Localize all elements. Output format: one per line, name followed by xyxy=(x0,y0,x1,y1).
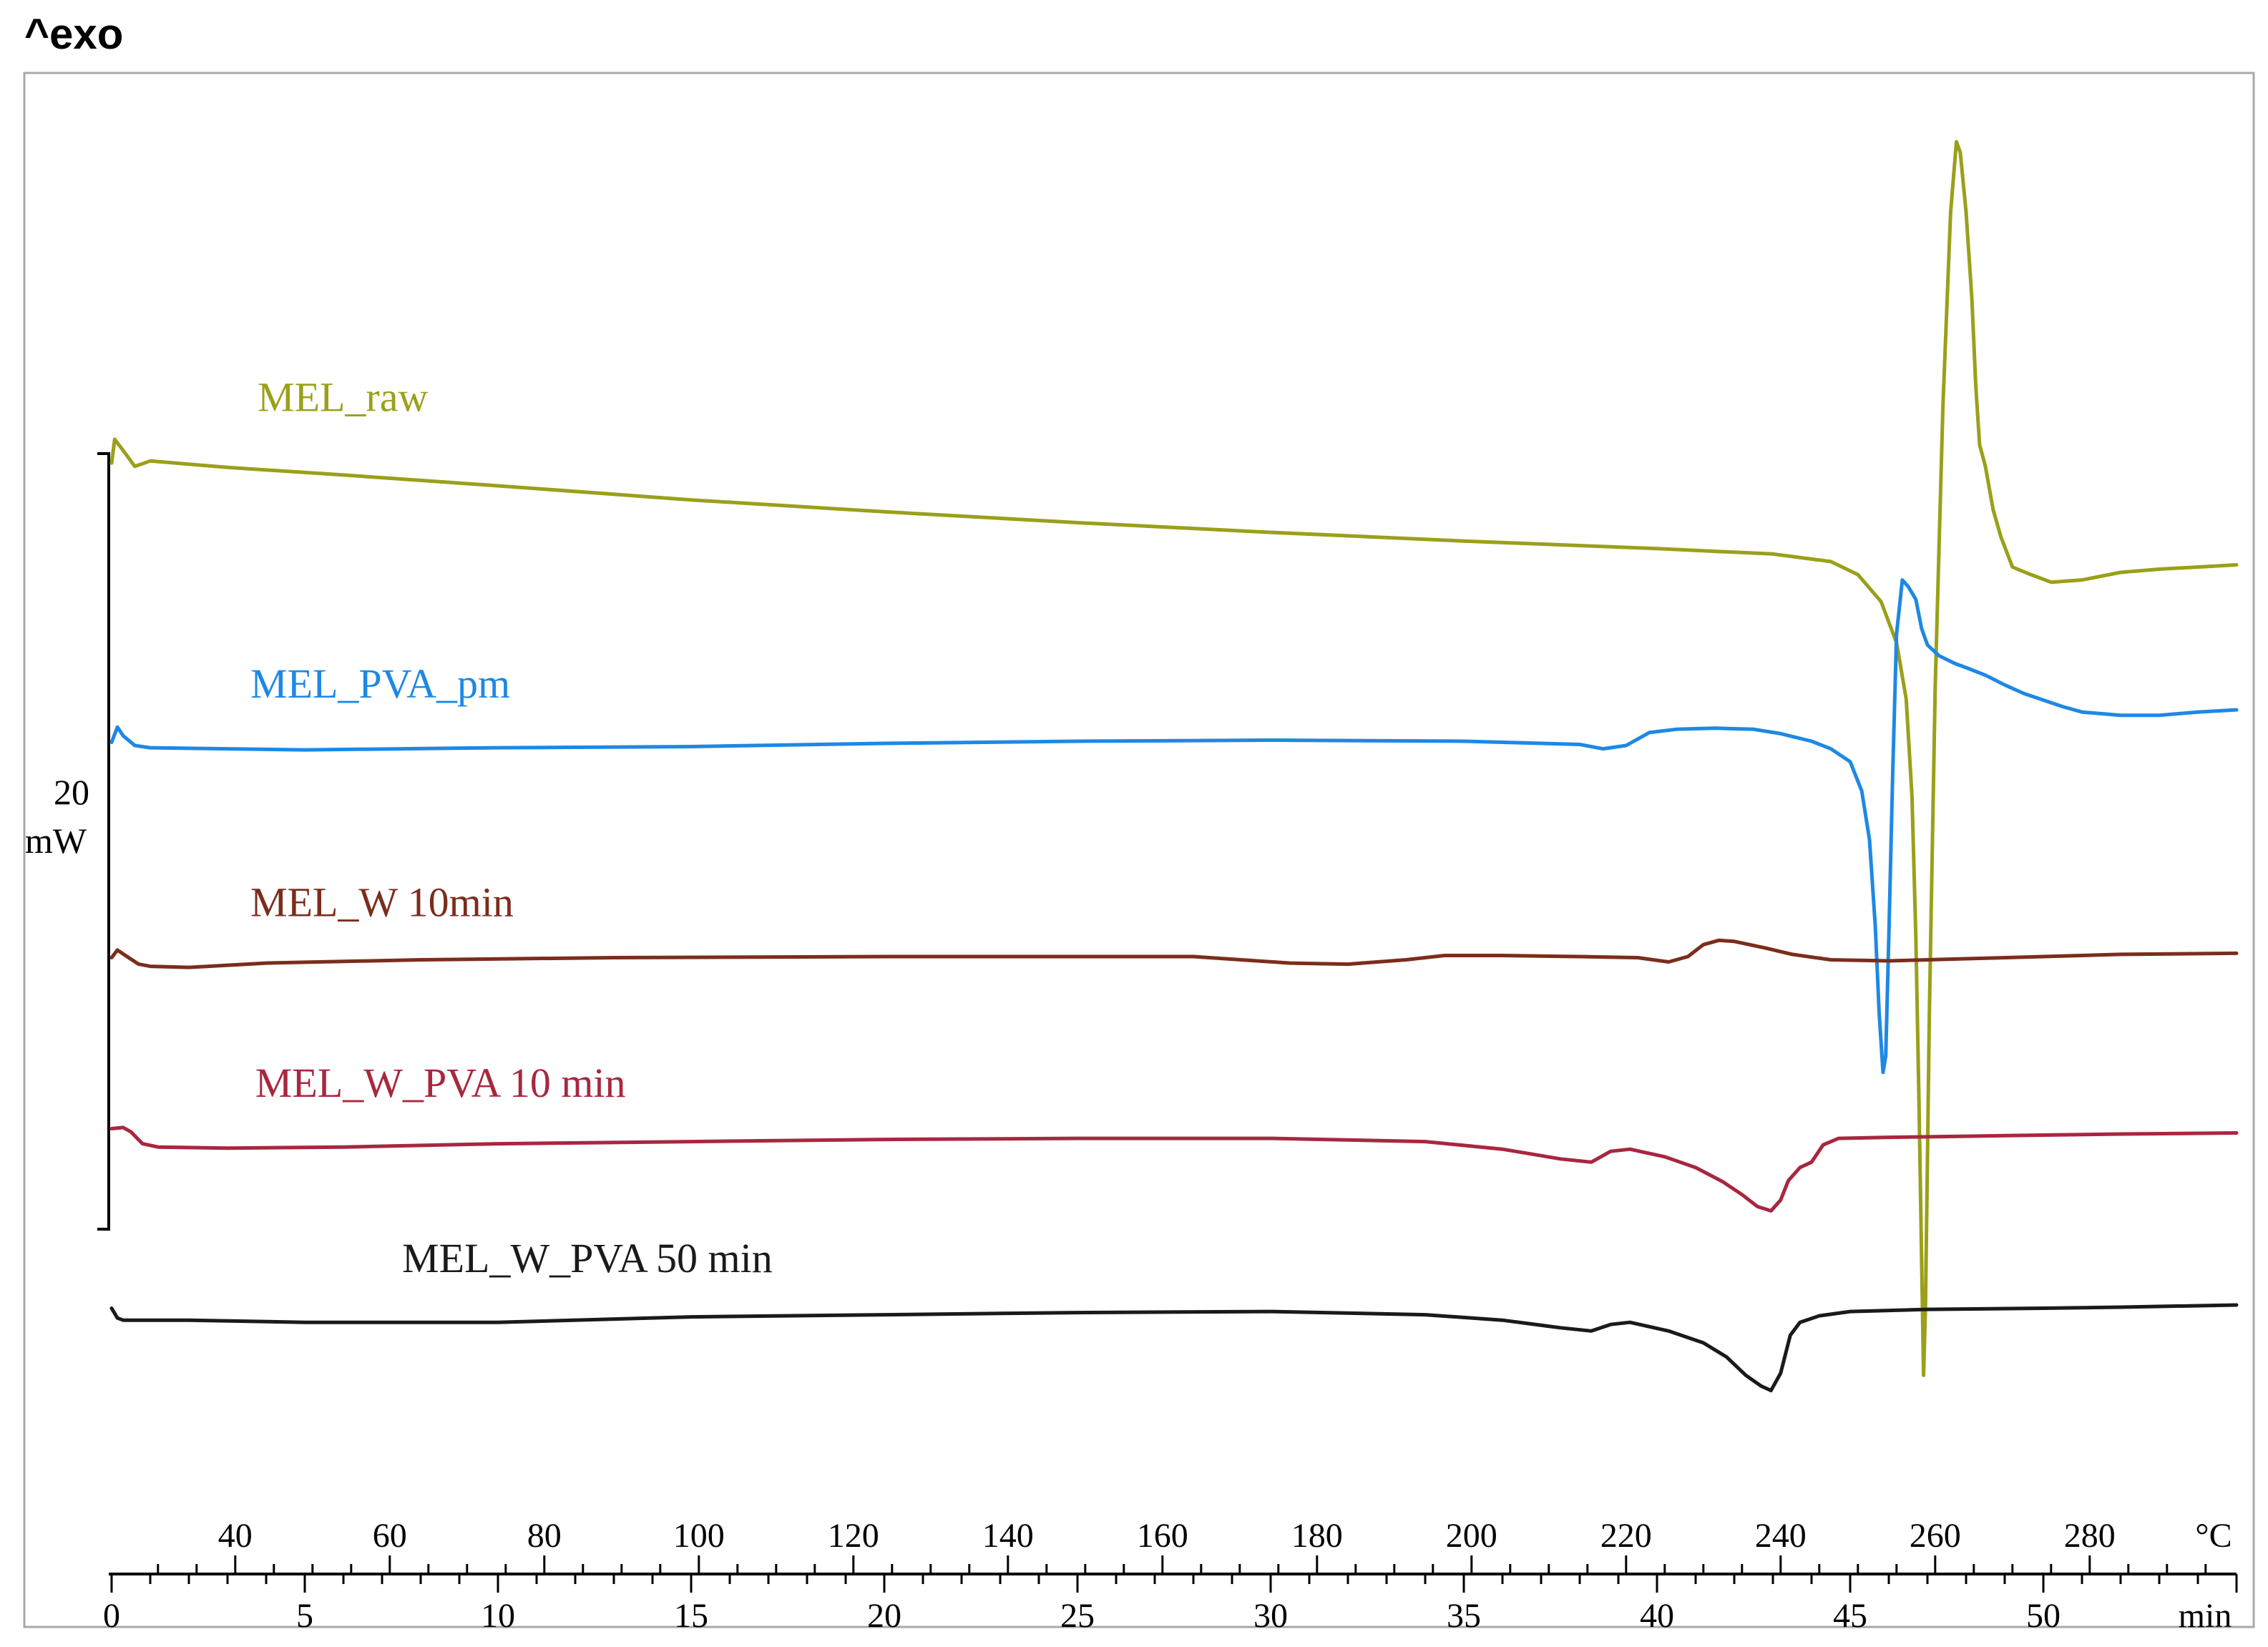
temperature-tick-label: 40 xyxy=(218,1517,253,1555)
time-tick-label: 30 xyxy=(1253,1597,1288,1635)
time-unit-label: min xyxy=(2179,1597,2232,1635)
x-axis: 0 5 10 15 20 25 30 35 40 45 50 40 60 80 100 120 140 160 18… xyxy=(103,1517,2238,1635)
series-line-4 xyxy=(109,1125,2239,1213)
series-label-3: MEL_W 10min xyxy=(250,879,514,926)
time-tick-label: 5 xyxy=(296,1597,313,1635)
plot-frame xyxy=(23,72,2255,1628)
temperature-tick-label: 200 xyxy=(1446,1517,1497,1555)
time-tick-label: 15 xyxy=(674,1597,708,1635)
temperature-unit-label: °C xyxy=(2195,1517,2232,1555)
temperature-tick-label: 60 xyxy=(373,1517,407,1555)
temperature-tick-label: 180 xyxy=(1291,1517,1343,1555)
scale-bar: 20 mW xyxy=(25,452,110,1231)
time-tick-label: 45 xyxy=(1833,1597,1867,1635)
series-label-4: MEL_W_PVA 10 min xyxy=(255,1060,626,1106)
temperature-tick-label: 100 xyxy=(673,1517,725,1555)
time-tick-label: 25 xyxy=(1060,1597,1095,1635)
series-line-2 xyxy=(109,578,2239,1075)
time-tick-label: 35 xyxy=(1447,1597,1481,1635)
temperature-tick-label: 140 xyxy=(982,1517,1034,1555)
time-tick-label: 20 xyxy=(867,1597,901,1635)
series-line-3 xyxy=(109,938,2239,969)
series-line-1 xyxy=(109,140,2239,1377)
chart-title: ^exo xyxy=(24,10,123,58)
series-label-5: MEL_W_PVA 50 min xyxy=(402,1235,773,1281)
temperature-tick-label: 120 xyxy=(828,1517,879,1555)
series-label-1: MEL_raw xyxy=(258,373,428,420)
temperature-tick-label: 240 xyxy=(1755,1517,1807,1555)
series-label-2: MEL_PVA_pm xyxy=(250,660,510,707)
temperature-tick-label: 80 xyxy=(527,1517,562,1555)
temperature-tick-label: 260 xyxy=(1910,1517,1961,1555)
temperature-tick-label: 280 xyxy=(2064,1517,2116,1555)
time-tick-label: 10 xyxy=(481,1597,515,1635)
scale-bar-value: 20 xyxy=(54,772,89,812)
time-tick-label: 50 xyxy=(2026,1597,2061,1635)
temperature-tick-label: 160 xyxy=(1137,1517,1188,1555)
series-layer: MEL_raw MEL_PVA_pm MEL_W 10min MEL_W_PVA 10… xyxy=(109,140,2239,1392)
series-line-5 xyxy=(109,1303,2239,1392)
time-tick-label: 0 xyxy=(103,1597,120,1635)
scale-bar-unit: mW xyxy=(25,821,87,861)
time-tick-label: 40 xyxy=(1640,1597,1674,1635)
temperature-tick-label: 220 xyxy=(1600,1517,1652,1555)
